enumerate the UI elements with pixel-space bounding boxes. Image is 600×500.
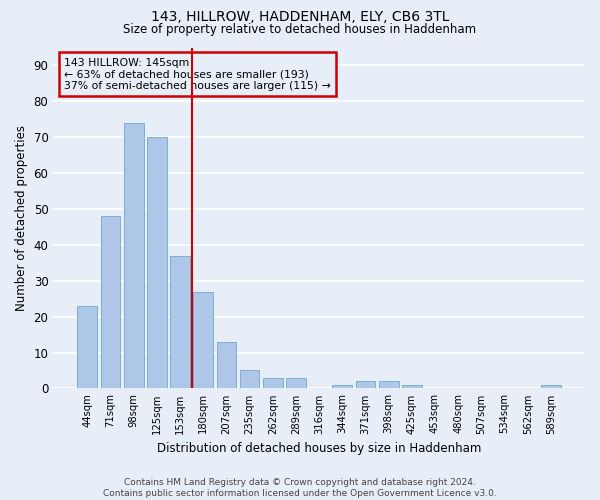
Bar [356,382,376,388]
Bar [124,123,143,388]
Bar [147,137,167,388]
Y-axis label: Number of detached properties: Number of detached properties [15,125,28,311]
Bar [332,385,352,388]
Bar [240,370,259,388]
Text: Size of property relative to detached houses in Haddenham: Size of property relative to detached ho… [124,22,476,36]
Bar [77,306,97,388]
Bar [286,378,306,388]
Text: 143, HILLROW, HADDENHAM, ELY, CB6 3TL: 143, HILLROW, HADDENHAM, ELY, CB6 3TL [151,10,449,24]
Bar [170,256,190,388]
X-axis label: Distribution of detached houses by size in Haddenham: Distribution of detached houses by size … [157,442,481,455]
Bar [379,382,398,388]
Text: Contains HM Land Registry data © Crown copyright and database right 2024.
Contai: Contains HM Land Registry data © Crown c… [103,478,497,498]
Bar [541,385,561,388]
Bar [402,385,422,388]
Text: 143 HILLROW: 145sqm
← 63% of detached houses are smaller (193)
37% of semi-detac: 143 HILLROW: 145sqm ← 63% of detached ho… [64,58,331,91]
Bar [263,378,283,388]
Bar [217,342,236,388]
Bar [193,292,213,388]
Bar [101,216,121,388]
